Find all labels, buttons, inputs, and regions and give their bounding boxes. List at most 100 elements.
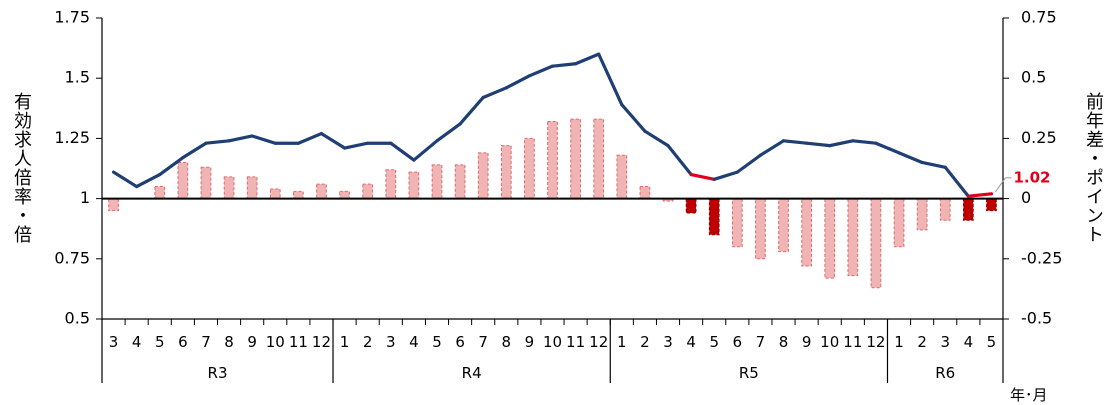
left-tick-label: 1.25	[54, 128, 90, 147]
x-tick-label: 1	[894, 333, 904, 351]
left-tick-label: 1.75	[54, 8, 90, 27]
x-tick-label: 11	[289, 333, 308, 351]
line-segment	[504, 74, 531, 90]
bar	[939, 198, 951, 221]
bar	[616, 154, 628, 200]
x-tick-label: 5	[155, 333, 165, 351]
left-tick-label: 0.75	[54, 248, 90, 267]
x-tick-label: 9	[802, 333, 812, 351]
line-segment	[851, 139, 878, 145]
line-segment	[435, 122, 462, 143]
x-unit-label: 年･月	[1010, 386, 1048, 404]
line-segment	[389, 141, 416, 162]
line-segment	[643, 129, 670, 148]
bars-layer	[108, 118, 997, 289]
bar	[916, 198, 928, 231]
line-segment	[227, 134, 254, 143]
bar	[177, 161, 189, 200]
line-segment	[620, 103, 647, 133]
line-segment	[158, 156, 185, 177]
line-segment	[897, 151, 924, 165]
x-tick-label: 8	[779, 333, 789, 351]
labels-layer: 1.02	[995, 168, 1050, 193]
line-segment	[805, 141, 832, 148]
line-segment	[550, 62, 578, 68]
bar	[685, 198, 697, 214]
annotation-leader	[995, 177, 1006, 193]
group-label: R6	[935, 364, 955, 382]
bar	[454, 164, 466, 200]
line-segment	[689, 172, 716, 181]
group-label: R3	[208, 364, 228, 382]
bar	[962, 198, 974, 221]
line-segment	[412, 139, 439, 162]
line-segment	[966, 192, 994, 198]
x-tick-label: 10	[266, 333, 285, 351]
right-tick-label: -0.5	[1021, 309, 1052, 328]
x-tick-label: 6	[455, 333, 465, 351]
bar	[708, 198, 720, 236]
line-segment	[874, 141, 901, 155]
bar	[431, 164, 443, 200]
x-tick-label: 5	[709, 333, 719, 351]
line-segment	[574, 52, 601, 66]
line-segment	[943, 165, 970, 198]
axes-layer: 1.75 1.5 1.25 1 0.75 0.5 0.75 0.5 0.25 0 -0.25 -0.5…	[54, 8, 1062, 383]
x-tick-label: 2	[917, 333, 927, 351]
bar	[500, 145, 512, 200]
line-segment	[296, 131, 324, 145]
line-segment	[250, 134, 277, 145]
left-tick-label: 1	[80, 188, 90, 207]
bar	[408, 171, 420, 200]
bar	[524, 137, 535, 200]
x-tick-label: 2	[640, 333, 650, 351]
line-segment	[527, 64, 555, 78]
line-segment	[319, 131, 347, 150]
bar	[639, 186, 651, 200]
x-tick-label: 8	[502, 333, 512, 351]
x-tick-label: 3	[109, 333, 119, 351]
line-segment	[111, 170, 139, 189]
x-tick-label: 5	[432, 333, 442, 351]
x-tick-label: 3	[386, 333, 396, 351]
x-tick-label: 7	[478, 333, 488, 351]
group-label: R4	[462, 364, 482, 382]
group-label: R5	[739, 364, 759, 382]
right-tick-label: 0.25	[1021, 128, 1057, 147]
line-segment	[204, 139, 231, 145]
x-tick-label: 10	[543, 333, 562, 351]
x-tick-label: 12	[589, 333, 608, 351]
left-tick-label: 0.5	[65, 309, 90, 328]
right-tick-label: -0.25	[1021, 248, 1062, 267]
bar	[847, 198, 859, 277]
line-segment	[758, 139, 786, 157]
right-tick-label: 0	[1021, 188, 1031, 207]
right-axis-title: 前年差・ポイント	[1083, 92, 1104, 244]
bar	[593, 118, 605, 200]
x-tick-label: 7	[756, 333, 766, 351]
bar	[108, 198, 119, 212]
line-layer	[111, 52, 994, 198]
bar	[316, 183, 327, 200]
x-tick-label: 11	[843, 333, 862, 351]
x-tick-label: 2	[363, 333, 373, 351]
left-axis-title: 有効求人倍率・倍	[11, 92, 32, 244]
line-segment	[458, 95, 485, 126]
bar	[870, 198, 882, 289]
x-tick-label: 7	[201, 333, 211, 351]
bar	[477, 152, 489, 200]
x-tick-label: 8	[224, 333, 234, 351]
bar	[755, 198, 766, 260]
left-tick-label: 1.5	[65, 68, 90, 87]
bar	[200, 166, 212, 200]
x-tick-label: 4	[132, 333, 142, 351]
x-tick-label: 6	[178, 333, 188, 351]
x-tick-label: 4	[686, 333, 696, 351]
line-segment	[597, 52, 624, 107]
x-tick-label: 5	[987, 333, 997, 351]
x-tick-label: 1	[340, 333, 350, 351]
bar	[362, 183, 374, 200]
line-segment	[135, 172, 162, 189]
line-segment	[342, 141, 370, 150]
